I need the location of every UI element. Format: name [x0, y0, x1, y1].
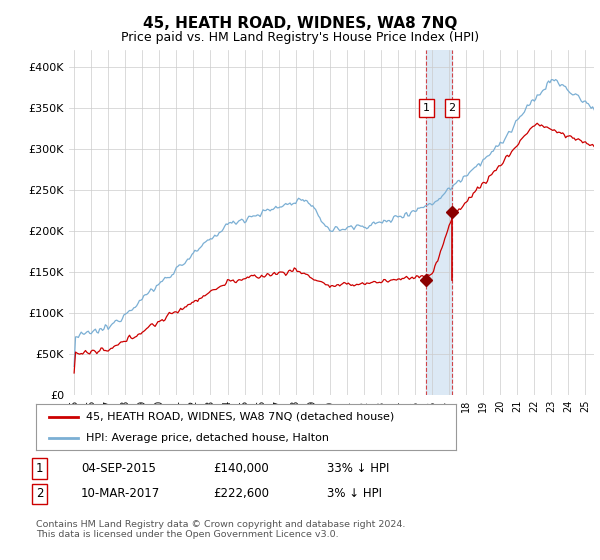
Text: 45, HEATH ROAD, WIDNES, WA8 7NQ: 45, HEATH ROAD, WIDNES, WA8 7NQ	[143, 16, 457, 31]
Text: 1: 1	[423, 103, 430, 113]
Text: 2: 2	[448, 103, 455, 113]
Text: Price paid vs. HM Land Registry's House Price Index (HPI): Price paid vs. HM Land Registry's House …	[121, 31, 479, 44]
Text: HPI: Average price, detached house, Halton: HPI: Average price, detached house, Halt…	[86, 433, 329, 443]
Text: 33% ↓ HPI: 33% ↓ HPI	[327, 462, 389, 475]
Text: 3% ↓ HPI: 3% ↓ HPI	[327, 487, 382, 500]
Text: 45, HEATH ROAD, WIDNES, WA8 7NQ (detached house): 45, HEATH ROAD, WIDNES, WA8 7NQ (detache…	[86, 412, 395, 422]
Text: £222,600: £222,600	[213, 487, 269, 500]
Text: Contains HM Land Registry data © Crown copyright and database right 2024.
This d: Contains HM Land Registry data © Crown c…	[36, 520, 406, 539]
Text: 1: 1	[36, 462, 44, 475]
Text: 10-MAR-2017: 10-MAR-2017	[81, 487, 160, 500]
Text: £140,000: £140,000	[213, 462, 269, 475]
Bar	[427, 50, 452, 395]
Text: 04-SEP-2015: 04-SEP-2015	[81, 462, 156, 475]
Text: 2: 2	[36, 487, 44, 500]
